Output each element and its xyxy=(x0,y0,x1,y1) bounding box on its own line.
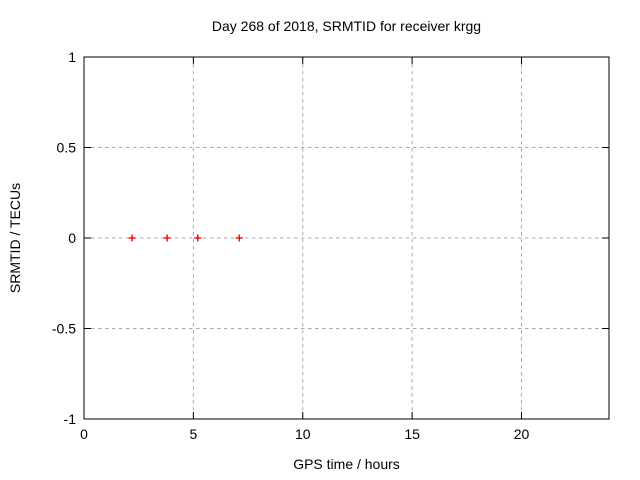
y-tick-label: -1 xyxy=(64,411,77,427)
y-tick-label: 0 xyxy=(68,230,76,246)
x-axis-label: GPS time / hours xyxy=(293,456,400,472)
y-axis-label: SRMTID / TECUs xyxy=(7,182,23,294)
y-tick-label: 0.5 xyxy=(57,140,77,156)
x-tick-label: 20 xyxy=(514,426,530,442)
x-tick-label: 0 xyxy=(80,426,88,442)
x-tick-label: 5 xyxy=(189,426,197,442)
chart-title: Day 268 of 2018, SRMTID for receiver krg… xyxy=(211,18,482,34)
x-tick-label: 15 xyxy=(404,426,420,442)
y-tick-label: -0.5 xyxy=(52,321,76,337)
x-tick-label: 10 xyxy=(295,426,311,442)
y-tick-label: 1 xyxy=(68,49,76,65)
